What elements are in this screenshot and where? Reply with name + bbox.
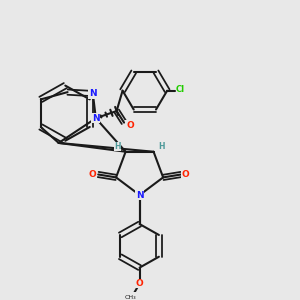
Text: O: O [126,121,134,130]
Text: H: H [159,142,165,151]
Text: O: O [136,279,143,288]
Text: H: H [114,142,121,151]
Text: O: O [182,170,189,179]
Text: CH₃: CH₃ [125,295,136,300]
Text: O: O [89,170,97,179]
Text: N: N [89,89,97,98]
Text: N: N [92,114,100,123]
Text: Cl: Cl [176,85,185,94]
Text: N: N [136,190,143,200]
